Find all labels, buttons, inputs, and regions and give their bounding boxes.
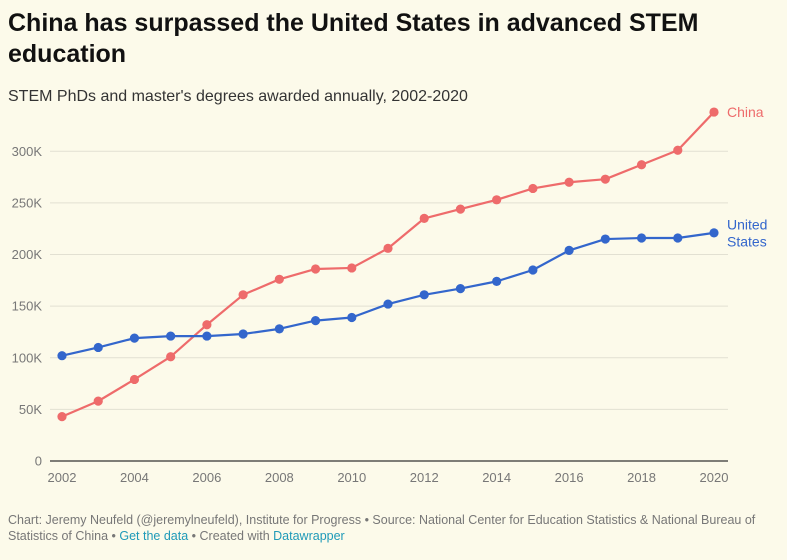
line-chart: 0 50K 100K 150K 200K 250K 300K 2002 2004 2006 2008… xyxy=(12,104,768,485)
data-point-china xyxy=(238,290,248,300)
chart-title: China has surpassed the United States in… xyxy=(8,9,699,68)
series-label-line: China xyxy=(727,104,764,120)
data-point-united-states xyxy=(600,234,610,244)
datawrapper-link[interactable]: Datawrapper xyxy=(273,529,345,543)
data-point-china xyxy=(636,160,647,170)
data-point-united-states xyxy=(166,331,176,341)
data-point-united-states xyxy=(419,290,429,300)
data-point-united-states xyxy=(57,351,67,361)
x-tick-label: 2002 xyxy=(48,470,77,485)
x-tick-label: 2014 xyxy=(482,470,511,485)
data-point-united-states xyxy=(564,245,574,255)
data-point-united-states xyxy=(492,276,502,286)
data-point-united-states xyxy=(673,233,683,243)
series-labels: China United States xyxy=(727,104,767,249)
data-point-united-states xyxy=(709,228,719,238)
data-point-china xyxy=(274,274,284,284)
data-point-united-states xyxy=(528,265,538,275)
series-label-united-states: United States xyxy=(727,216,767,249)
data-point-china xyxy=(383,243,393,253)
data-point-united-states xyxy=(347,312,357,323)
y-tick-label: 200K xyxy=(12,247,43,262)
axes: 0 50K 100K 150K 200K 250K 300K 2002 2004 2006 2008… xyxy=(12,144,729,485)
y-tick-label: 150K xyxy=(12,299,43,314)
gridlines xyxy=(50,150,728,410)
x-tick-label: 2010 xyxy=(337,470,366,485)
data-point-united-states xyxy=(274,324,284,334)
data-point-china xyxy=(129,374,140,385)
data-point-china xyxy=(166,352,176,362)
y-tick-label: 100K xyxy=(12,350,43,365)
series-label-line: States xyxy=(727,233,767,249)
data-point-china xyxy=(673,145,683,155)
chart-footer: Chart: Jeremy Neufeld (@jeremylneufeld),… xyxy=(8,512,778,544)
data-point-china xyxy=(564,177,574,187)
data-point-china xyxy=(57,412,67,422)
series-line-china xyxy=(61,111,715,418)
data-point-china xyxy=(600,174,610,184)
data-point-china xyxy=(419,213,429,223)
get-data-link[interactable]: Get the data xyxy=(119,529,189,543)
data-point-united-states xyxy=(310,316,321,326)
series-label-china: China xyxy=(727,104,764,120)
data-point-united-states xyxy=(202,331,212,341)
y-tick-label: 250K xyxy=(12,195,43,210)
data-point-china xyxy=(528,183,538,194)
x-tick-label: 2004 xyxy=(120,470,149,485)
data-point-united-states xyxy=(238,329,248,339)
chart-subtitle: STEM PhDs and master's degrees awarded a… xyxy=(8,88,468,105)
source-note: Chart: Jeremy Neufeld (@jeremylneufeld),… xyxy=(8,513,756,543)
data-point-china xyxy=(93,396,103,406)
x-tick-label: 2020 xyxy=(700,470,729,485)
data-point-china xyxy=(310,264,321,274)
x-tick-label: 2018 xyxy=(627,470,656,485)
data-point-china xyxy=(455,204,466,214)
data-point-united-states xyxy=(93,342,103,353)
data-point-china xyxy=(492,195,502,205)
series-label-line: United xyxy=(727,216,767,232)
footer-separator: • Created with xyxy=(188,529,274,543)
data-point-united-states xyxy=(129,333,140,343)
data-point-china xyxy=(202,320,212,330)
y-tick-label: 300K xyxy=(12,144,43,159)
y-tick-label: 0 xyxy=(35,454,42,469)
data-point-china xyxy=(709,107,719,117)
y-tick-label: 50K xyxy=(19,402,42,417)
x-tick-label: 2006 xyxy=(192,470,221,485)
data-point-united-states xyxy=(636,233,647,243)
data-point-united-states xyxy=(383,299,393,309)
data-point-china xyxy=(347,263,357,273)
series-lines xyxy=(57,107,719,422)
x-tick-label: 2008 xyxy=(265,470,294,485)
data-point-united-states xyxy=(455,283,466,294)
x-tick-label: 2016 xyxy=(555,470,584,485)
x-tick-label: 2012 xyxy=(410,470,439,485)
